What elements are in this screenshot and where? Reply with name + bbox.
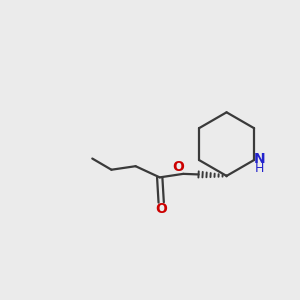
Text: O: O [155, 202, 167, 216]
Text: H: H [255, 162, 264, 175]
Text: N: N [254, 152, 265, 166]
Text: O: O [172, 160, 184, 174]
